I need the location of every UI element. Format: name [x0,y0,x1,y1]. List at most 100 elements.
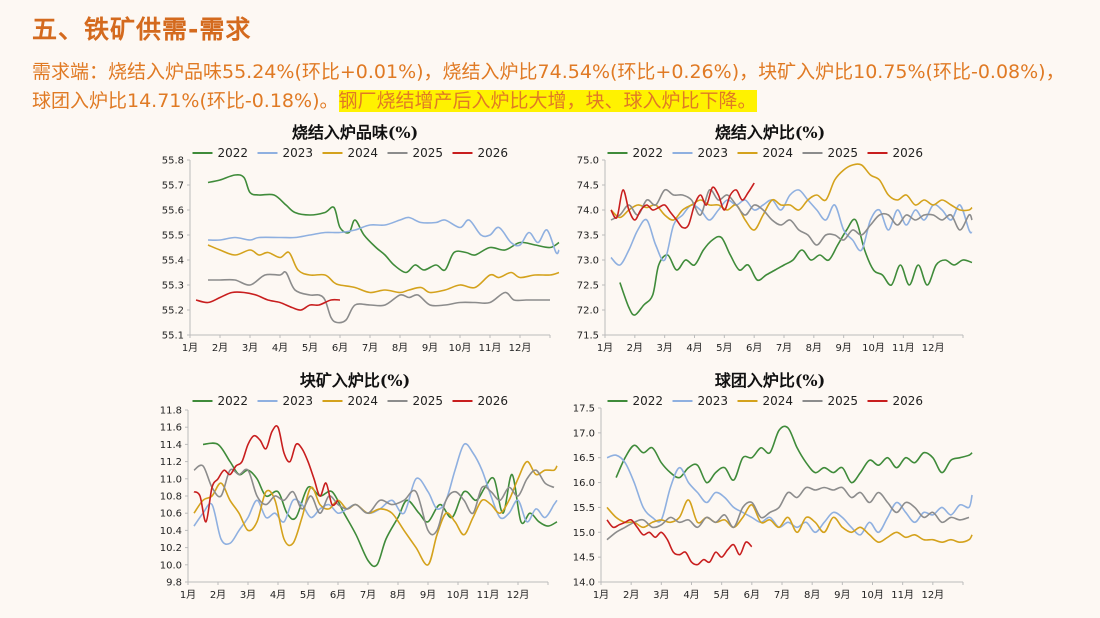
y-tick-label: 71.5 [577,331,599,342]
y-tick-label: 72.5 [577,281,599,292]
x-tick-label: 2月 [623,589,639,601]
chart-sinter-ratio: 烧结入炉比(%) 2022 2023 2024 2025 2026 71.5 72.0 72.5… [577,123,973,354]
legend-item-2023: 2023 [257,394,313,408]
y-tick-label: 17.0 [573,428,595,439]
x-tick-label: 1月 [593,589,609,601]
x-tick-label: 12月 [922,342,945,354]
x-tick-label: 3月 [242,342,258,354]
y-tick-label: 10.8 [160,492,182,503]
legend-item-2025: 2025 [802,394,859,408]
x-tick-label: 5月 [300,589,316,601]
x-tick-label: 1月 [182,342,198,354]
legend-label: 2025 [828,394,859,408]
series-line-2022 [202,442,558,568]
series-line-2023 [207,216,560,255]
x-tick-label: 9月 [422,342,438,354]
chart-title: 块矿入炉比(%) [300,371,410,390]
legend-label: 2026 [478,146,509,160]
series-line-2025 [610,188,973,246]
x-tick-label: 7月 [774,589,790,601]
y-tick-label: 55.1 [162,331,184,342]
x-tick-label: 1月 [180,589,196,601]
y-tick-label: 11.6 [160,423,182,434]
x-tick-label: 7月 [360,589,376,601]
x-tick-label: 8月 [804,589,820,601]
legend-label: 2024 [763,146,794,160]
y-tick-label: 11.4 [160,440,182,451]
legend-label: 2022 [633,146,664,160]
y-tick-label: 55.3 [162,281,184,292]
y-tick-label: 55.4 [162,256,184,267]
series-line-2024 [610,163,973,231]
y-tick-label: 11.2 [160,457,182,468]
summary-text: 需求端：烧结入炉品味55.24%(环比+0.01%)，烧结入炉比74.54%(环… [32,58,1072,116]
legend-item-2026: 2026 [867,394,923,408]
legend-item-2026: 2026 [867,146,923,160]
x-tick-label: 5月 [716,342,732,354]
y-tick-label: 17.5 [573,404,595,415]
legend-item-2024: 2024 [737,146,794,160]
series-line-2023 [610,189,973,266]
y-tick-label: 55.7 [162,181,184,192]
y-tick-label: 55.8 [162,156,184,167]
x-tick-label: 6月 [330,589,346,601]
series-line-2024 [207,244,560,294]
legend-label: 2024 [348,146,379,160]
x-tick-label: 10月 [447,589,470,601]
x-tick-label: 6月 [332,342,348,354]
x-tick-label: 8月 [390,589,406,601]
legend-label: 2022 [633,394,664,408]
y-tick-label: 15.0 [573,528,595,539]
legend-label: 2022 [218,394,249,408]
legend-label: 2025 [828,146,859,160]
x-tick-label: 4月 [272,342,288,354]
legend-item-2024: 2024 [737,394,793,408]
series-line-2024 [606,499,973,544]
y-tick-label: 15.5 [573,503,595,514]
x-tick-label: 12月 [507,589,530,601]
x-tick-label: 7月 [362,342,378,354]
legend-label: 2025 [413,146,444,160]
chart-title: 烧结入炉品味(%) [292,123,418,142]
series-line-2025 [193,464,555,536]
x-tick-label: 10月 [449,342,472,354]
x-tick-label: 2月 [212,342,228,354]
legend-item-2023: 2023 [672,394,728,408]
legend-item-2025: 2025 [387,394,443,408]
x-tick-label: 1月 [597,342,613,354]
x-tick-label: 11月 [479,342,502,354]
y-tick-label: 74.0 [577,206,599,217]
series-line-2025 [606,486,970,541]
series-line-2026 [606,518,753,566]
summary-highlight: 钢厂烧结增产后入炉比大增，块、球入炉比下降。 [338,90,757,112]
y-tick-label: 14.5 [573,553,595,564]
x-tick-label: 10月 [861,589,884,601]
y-tick-label: 55.2 [162,306,184,317]
y-tick-label: 11.0 [160,474,182,485]
x-tick-label: 5月 [713,589,729,601]
legend-item-2023: 2023 [257,146,313,160]
legend-item-2025: 2025 [802,146,859,160]
x-tick-label: 12月 [509,342,532,354]
x-tick-label: 9月 [420,589,436,601]
series-line-2026 [195,291,341,311]
x-tick-label: 10月 [862,342,885,354]
x-tick-label: 12月 [921,589,944,601]
x-tick-label: 6月 [746,342,762,354]
legend-item-2022: 2022 [607,146,664,160]
y-tick-label: 9.8 [166,578,182,589]
x-tick-label: 4月 [683,589,699,601]
x-tick-label: 7月 [776,342,792,354]
y-tick-label: 14.0 [573,578,595,589]
x-tick-label: 9月 [834,589,850,601]
series-line-2023 [606,454,973,536]
series-line-2022 [207,174,560,274]
chart-title: 球团入炉比(%) [715,371,825,390]
y-tick-label: 74.5 [577,181,599,192]
x-tick-label: 11月 [477,589,500,601]
chart-sinter-grade: 烧结入炉品味(%) 2022 2023 2024 2025 2026 55.1 55.2 55.… [162,123,560,354]
series-line-2022 [619,218,973,316]
legend-item-2026: 2026 [452,394,508,408]
y-tick-label: 10.0 [160,560,182,571]
y-tick-label: 55.6 [162,206,184,217]
